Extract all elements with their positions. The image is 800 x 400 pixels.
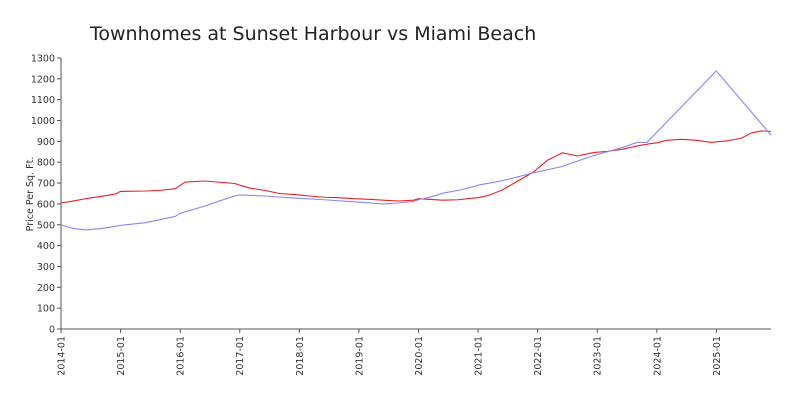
y-tick-label: 500	[37, 220, 55, 231]
y-tick-label: 0	[49, 325, 55, 336]
x-tick-label: 2014-01	[57, 336, 68, 376]
y-axis-label: Price Per Sq. Ft.	[25, 157, 36, 232]
x-tick-label: 2023-01	[593, 336, 604, 376]
y-tick-label: 600	[37, 199, 55, 210]
y-tick-label: 100	[37, 304, 55, 315]
y-tick-label: 800	[37, 158, 55, 169]
y-tick-label: 400	[37, 241, 55, 252]
y-tick-label: 900	[37, 137, 55, 148]
x-tick-label: 2016-01	[176, 336, 187, 376]
y-axis-ticks: 0 100 200 300 400 500 600 700 800 900 1000 1100 1200…	[31, 54, 61, 336]
y-tick-label: 1200	[31, 74, 55, 85]
x-tick-label: 2015-01	[116, 336, 127, 376]
series-layer	[60, 70, 772, 231]
y-tick-label: 300	[37, 262, 55, 273]
y-tick-label: 1000	[31, 116, 55, 127]
y-tick-label: 1100	[31, 95, 55, 106]
series-line-2	[60, 70, 772, 231]
x-tick-label: 2020-01	[414, 336, 425, 376]
x-tick-label: 2021-01	[474, 336, 485, 376]
x-tick-label: 2018-01	[295, 336, 306, 376]
x-tick-label: 2022-01	[533, 336, 544, 376]
series-line-1	[60, 130, 772, 204]
y-tick-label: 200	[37, 283, 55, 294]
x-tick-label: 2024-01	[652, 336, 663, 376]
x-axis-ticks: 2014-01 2015-01 2016-01 2017-01 2018-01 2019-…	[57, 329, 723, 376]
x-tick-label: 2025-01	[712, 336, 723, 376]
y-tick-label: 1300	[31, 54, 55, 65]
y-tick-label: 700	[37, 179, 55, 190]
x-tick-label: 2019-01	[354, 336, 365, 376]
x-tick-label: 2017-01	[235, 336, 246, 376]
chart-title: Townhomes at Sunset Harbour vs Miami Bea…	[89, 23, 536, 45]
